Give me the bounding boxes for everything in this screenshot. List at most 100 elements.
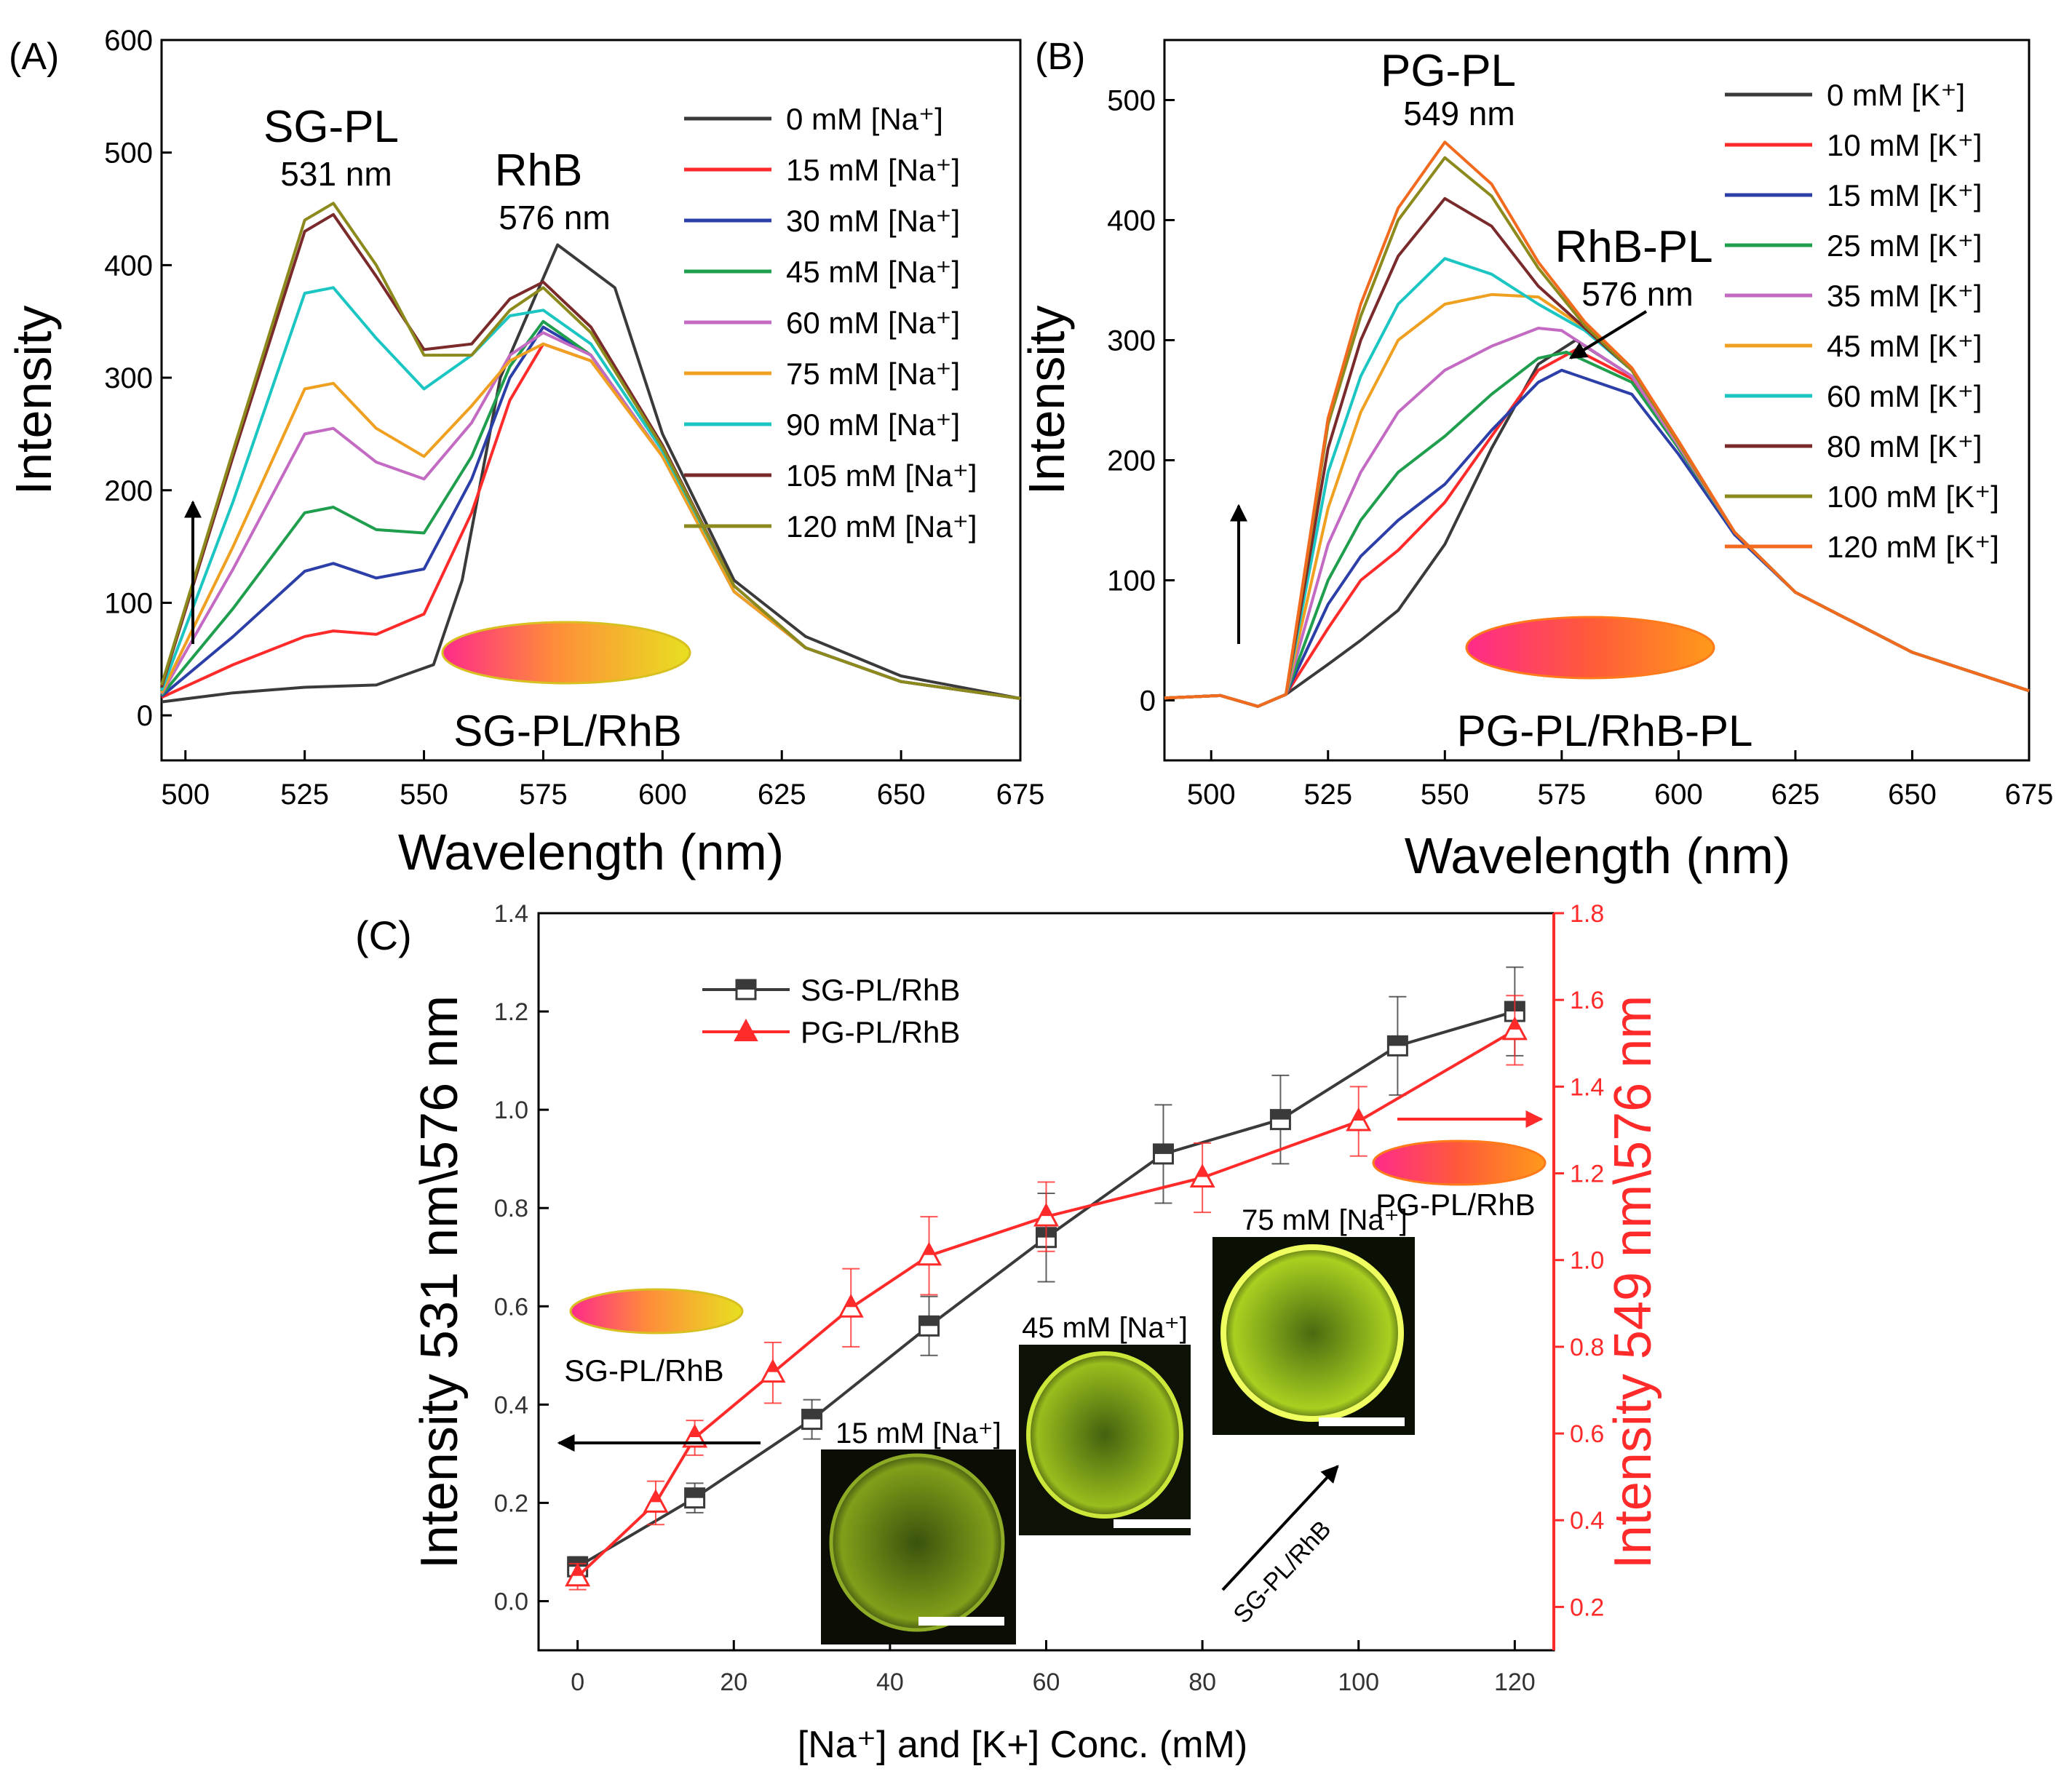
legend-label: 120 mM [Na⁺]	[786, 509, 977, 544]
panel-c: (C) 0 20 40 60 80 100 120 0.0 0.2 0.4 0.6 0.8 1.0 1.2…	[355, 900, 1662, 1766]
legend-label: 15 mM [Na⁺]	[786, 153, 960, 187]
panel-a-peak1-wavelength: 531 nm	[280, 155, 392, 193]
data-point-square-fill	[568, 1557, 587, 1567]
panel-a-peak1-name: SG-PL	[263, 102, 399, 152]
y-tick-label: 300	[1107, 325, 1156, 357]
x-tick-label: 120	[1494, 1668, 1536, 1696]
legend-label: 90 mM [Na⁺]	[786, 407, 960, 442]
x-tick-label: 650	[1888, 779, 1937, 811]
data-point-triangle-fill	[1196, 1166, 1209, 1177]
panel-a-legend: 0 mM [Na⁺] 15 mM [Na⁺] 30 mM [Na⁺] 45 mM [N…	[684, 102, 977, 544]
y-tick-label: 0	[1140, 685, 1156, 717]
series-line-k-120mm	[1164, 140, 2030, 708]
panel-b-peak-arrow	[1568, 310, 1648, 359]
y-right-tick-label: 1.0	[1570, 1247, 1604, 1275]
legend-marker-fill	[737, 980, 755, 990]
x-tick-label: 675	[996, 779, 1045, 811]
panel-b-series	[1164, 140, 2030, 708]
y-tick-label: 400	[104, 250, 153, 282]
y-left-tick-label: 0.6	[494, 1293, 528, 1321]
panel-c-axes: 0 20 40 60 80 100 120 0.0 0.2 0.4 0.6 0.8 1.0 1.2 1.4 0…	[494, 900, 1605, 1696]
panel-b: (B) 500 525 550 575 600 625 650 675 0 100 200 300 40…	[1018, 36, 2053, 884]
legend-label: PG-PL/RhB	[801, 1015, 960, 1049]
y-left-tick-label: 0.0	[494, 1588, 528, 1615]
y-left-tick-label: 0.4	[494, 1391, 528, 1419]
y-right-tick-label: 0.4	[1570, 1507, 1604, 1535]
legend-label: 15 mM [K⁺]	[1827, 178, 1982, 212]
panel-b-frame	[1163, 39, 2031, 762]
panel-b-sample-image	[1465, 616, 1715, 680]
x-tick-label: 20	[720, 1668, 747, 1696]
panel-c-photo-15mm: 15 mM [Na⁺]	[821, 1417, 1016, 1644]
x-tick-label: 575	[519, 779, 568, 811]
x-tick-label: 600	[638, 779, 687, 811]
panel-a-xlabel: Wavelength (nm)	[398, 824, 784, 880]
panel-c-ylabel-left: Intensity 531 nm\576 nm	[410, 995, 469, 1569]
legend-label: 0 mM [K⁺]	[1827, 78, 1965, 112]
x-tick-label: 550	[400, 779, 448, 811]
y-tick-label: 400	[1107, 205, 1156, 237]
x-tick-label: 675	[2005, 779, 2054, 811]
panel-a-peak2-name: RhB	[495, 146, 583, 196]
panel-b-ylabel: Intensity	[1018, 306, 1075, 496]
legend-label: 120 mM [K⁺]	[1827, 530, 1999, 564]
panel-c-left-sample-label: SG-PL/RhB	[564, 1353, 723, 1388]
panel-a-label: (A)	[9, 36, 59, 78]
series-line-triangle	[576, 1029, 1516, 1578]
legend-label: 60 mM [Na⁺]	[786, 306, 960, 340]
y-left-tick-label: 0.2	[494, 1489, 528, 1517]
legend-label: 45 mM [K⁺]	[1827, 329, 1982, 363]
y-tick-label: 100	[104, 587, 153, 619]
panel-b-axes: 500 525 550 575 600 625 650 675 0 100 200 300 400 500	[1107, 85, 2053, 811]
x-tick-label: 40	[876, 1668, 904, 1696]
x-tick-label: 0	[571, 1668, 584, 1696]
y-right-tick-label: 1.8	[1570, 900, 1604, 928]
y-left-tick-label: 0.8	[494, 1195, 528, 1222]
data-point-triangle-fill	[1509, 1018, 1521, 1030]
panel-b-peak1-name: PG-PL	[1381, 46, 1516, 96]
legend-label: 105 mM [Na⁺]	[786, 458, 977, 493]
panel-c-photo-75mm: 75 mM [Na⁺]	[1212, 1204, 1415, 1435]
panel-c-photo-45mm: 45 mM [Na⁺]	[1019, 1312, 1199, 1535]
y-tick-label: 300	[104, 362, 153, 394]
data-point-square-fill	[1271, 1110, 1290, 1120]
x-tick-label: 650	[877, 779, 926, 811]
legend-label: 60 mM [K⁺]	[1827, 379, 1982, 413]
photo-45mm-scalebar	[1114, 1519, 1199, 1528]
panel-a-frame	[160, 39, 1022, 762]
panel-b-peak2-wavelength: 576 nm	[1581, 275, 1693, 313]
legend-marker	[734, 1018, 758, 1041]
panel-a-peak2-wavelength: 576 nm	[499, 199, 610, 236]
photo-15mm-scalebar	[918, 1617, 1004, 1626]
x-tick-label: 575	[1537, 779, 1586, 811]
data-point-triangle-fill	[649, 1491, 662, 1503]
panel-a: (A) 500 525 550 575 600 625 650 675 0 100 200 300 40…	[5, 25, 1044, 880]
y-tick-label: 500	[1107, 85, 1156, 117]
y-right-tick-label: 1.2	[1570, 1161, 1604, 1188]
legend-label: 80 mM [K⁺]	[1827, 429, 1982, 464]
data-point-square-fill	[919, 1316, 939, 1326]
series-line-na-120mm	[160, 202, 1021, 700]
x-tick-label: 525	[280, 779, 329, 811]
y-left-tick-label: 1.4	[494, 900, 528, 928]
legend-label: 30 mM [Na⁺]	[786, 204, 960, 238]
panel-a-series	[160, 202, 1021, 704]
data-point-triangle-fill	[571, 1564, 584, 1576]
panel-c-right-sample-image	[1372, 1139, 1547, 1186]
panel-b-label: (B)	[1035, 36, 1085, 78]
x-tick-label: 100	[1338, 1668, 1379, 1696]
panel-a-axes: 500 525 550 575 600 625 650 675 0 100 200 300 400 500…	[104, 25, 1044, 811]
panel-b-sample-label: PG-PL/RhB-PL	[1457, 707, 1753, 755]
panel-c-left-sample-image	[569, 1288, 744, 1334]
panel-b-peak1-wavelength: 549 nm	[1403, 95, 1515, 132]
x-tick-label: 80	[1188, 1668, 1216, 1696]
photo-75mm-label: 75 mM [Na⁺]	[1242, 1204, 1408, 1236]
panel-c-right-sample-label: PG-PL/RhB	[1376, 1188, 1535, 1222]
legend-label: 35 mM [K⁺]	[1827, 279, 1982, 313]
data-point-square-fill	[1388, 1036, 1408, 1046]
panel-a-sample-label: SG-PL/RhB	[453, 707, 681, 755]
y-right-tick-label: 1.4	[1570, 1073, 1604, 1101]
x-tick-label: 600	[1654, 779, 1703, 811]
data-point-square-fill	[802, 1409, 822, 1420]
